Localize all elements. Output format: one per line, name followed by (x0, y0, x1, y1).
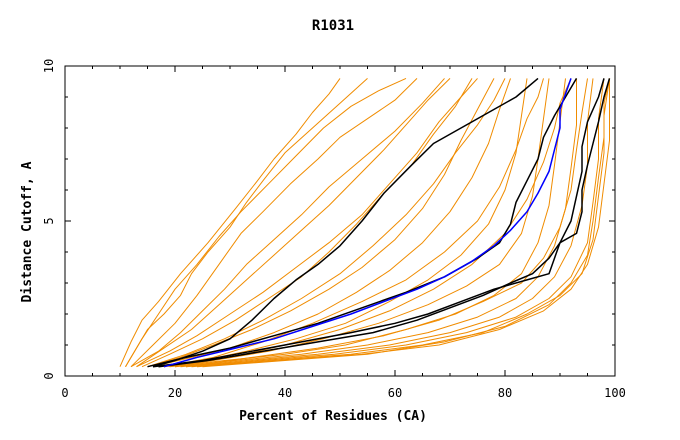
x-tick-label: 40 (278, 386, 292, 400)
series-line-group (136, 78, 478, 368)
series-line-group (202, 78, 610, 368)
series-line-group (136, 78, 451, 368)
series-line-group (163, 78, 544, 368)
series-layer (119, 77, 611, 368)
series-line-group (125, 77, 407, 367)
series-line-reference (152, 77, 539, 368)
series-line-group (119, 78, 341, 367)
x-tick-label: 100 (604, 386, 626, 400)
series-line-group (147, 78, 495, 368)
series-line-group (174, 78, 577, 368)
chart-title: R1031 (312, 18, 354, 34)
series-line-reference (152, 78, 605, 368)
y-tick-label: 0 (42, 372, 56, 379)
series-line-group (191, 78, 610, 368)
series-line-group (185, 78, 588, 368)
x-tick-label: 20 (168, 386, 182, 400)
x-tick-label: 0 (61, 386, 68, 400)
series-line-group (185, 78, 605, 368)
series-line-group (141, 78, 473, 368)
series-line-group (147, 78, 506, 368)
y-tick-label: 5 (42, 217, 56, 224)
x-axis-label: Percent of Residues (CA) (239, 409, 427, 424)
series-line-group (130, 78, 418, 368)
series-line-group (158, 78, 528, 368)
series-line-group (169, 78, 566, 368)
x-tick-label: 80 (498, 386, 512, 400)
series-line-highlight (163, 78, 572, 368)
y-tick-label: 10 (42, 59, 56, 73)
series-line-group (180, 78, 594, 368)
series-line-group (130, 78, 445, 368)
x-tick-label: 60 (388, 386, 402, 400)
series-line-reference (158, 78, 611, 368)
ticks-layer: 0 20 40 60 80 100 0 5 10 (42, 59, 626, 400)
y-axis-label: Distance Cutoff, A (20, 161, 35, 302)
